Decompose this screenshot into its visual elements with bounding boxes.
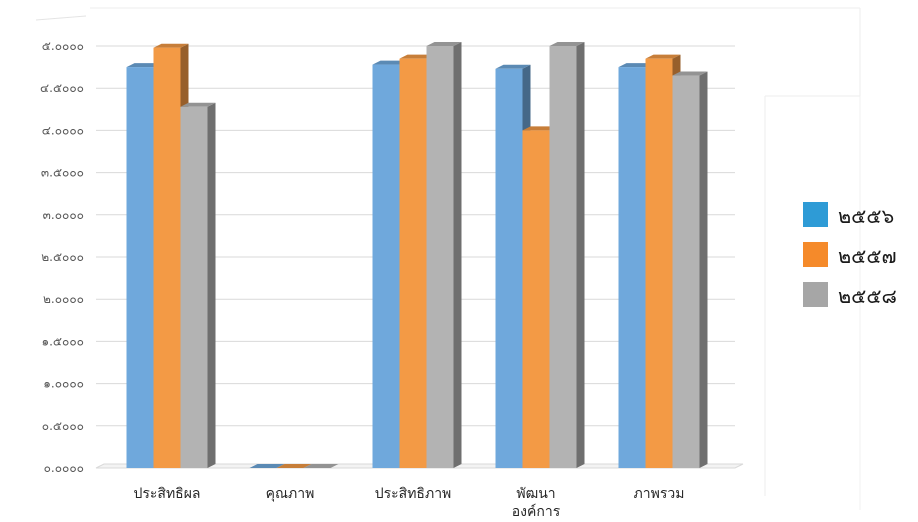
y-tick-label: ๑.๕๐๐๐ <box>42 334 85 348</box>
bar-side <box>577 42 585 468</box>
y-tick-label: ๓.๐๐๐๐ <box>43 208 84 222</box>
y-tick-label: ๒.๐๐๐๐ <box>43 292 84 306</box>
x-tick-label: ประสิทธิภาพ <box>375 486 452 502</box>
legend-item: ๒๕๕๖ <box>803 202 894 228</box>
y-tick-label: ๓.๕๐๐๐ <box>41 166 84 180</box>
x-tick-label: ภาพรวม <box>634 486 685 502</box>
bar-front <box>373 65 400 468</box>
bar-front <box>427 46 454 468</box>
legend-swatch <box>803 242 828 267</box>
bars <box>127 42 708 468</box>
bar <box>427 42 462 468</box>
bar-front <box>550 46 577 468</box>
y-tick-label: ๐.๐๐๐๐ <box>44 461 84 475</box>
x-tick-label: องค์การ <box>512 503 561 518</box>
legend-label: ๒๕๕๘ <box>838 284 897 308</box>
bar-front <box>181 107 208 468</box>
bar-front <box>523 130 550 468</box>
bar <box>181 103 216 468</box>
x-tick-label: พัฒนา <box>516 486 555 502</box>
y-tick-label: ๒.๕๐๐๐ <box>41 250 84 264</box>
bar-side <box>208 103 216 468</box>
bar-front <box>154 48 181 468</box>
bar-front <box>127 67 154 468</box>
y-tick-label: ๕.๐๐๐๐ <box>42 39 84 53</box>
y-tick-label: ๐.๕๐๐๐ <box>42 419 84 433</box>
y-tick-label: ๔.๐๐๐๐ <box>42 123 84 137</box>
y-tick-label: ๑.๐๐๐๐ <box>43 377 84 391</box>
bar-front <box>400 59 427 468</box>
x-tick-label: คุณภาพ <box>266 486 315 502</box>
legend-item: ๒๕๕๘ <box>803 282 897 308</box>
bar-front <box>673 76 700 468</box>
frame-corner <box>36 16 86 20</box>
legend-swatch <box>803 282 828 307</box>
y-axis: ๐.๐๐๐๐ ๐.๕๐๐๐ ๑.๐๐๐๐ ๑.๕๐๐๐ ๒.๐๐๐๐ ๒.๕๐๐๐ ๓.๐๐… <box>40 39 84 475</box>
bar-front <box>646 59 673 468</box>
bar-side <box>454 42 462 468</box>
bar-front <box>619 67 646 468</box>
legend-swatch <box>803 202 828 227</box>
legend-label: ๒๕๕๗ <box>838 244 897 268</box>
bar <box>673 72 708 468</box>
y-tick-label: ๔.๕๐๐๐ <box>40 81 84 95</box>
bar-side <box>700 72 708 468</box>
x-tick-label: ประสิทธิผล <box>133 486 200 502</box>
bar-front <box>496 69 523 468</box>
legend-item: ๒๕๕๗ <box>803 242 897 268</box>
legend-label: ๒๕๕๖ <box>838 204 894 228</box>
bar <box>550 42 585 468</box>
